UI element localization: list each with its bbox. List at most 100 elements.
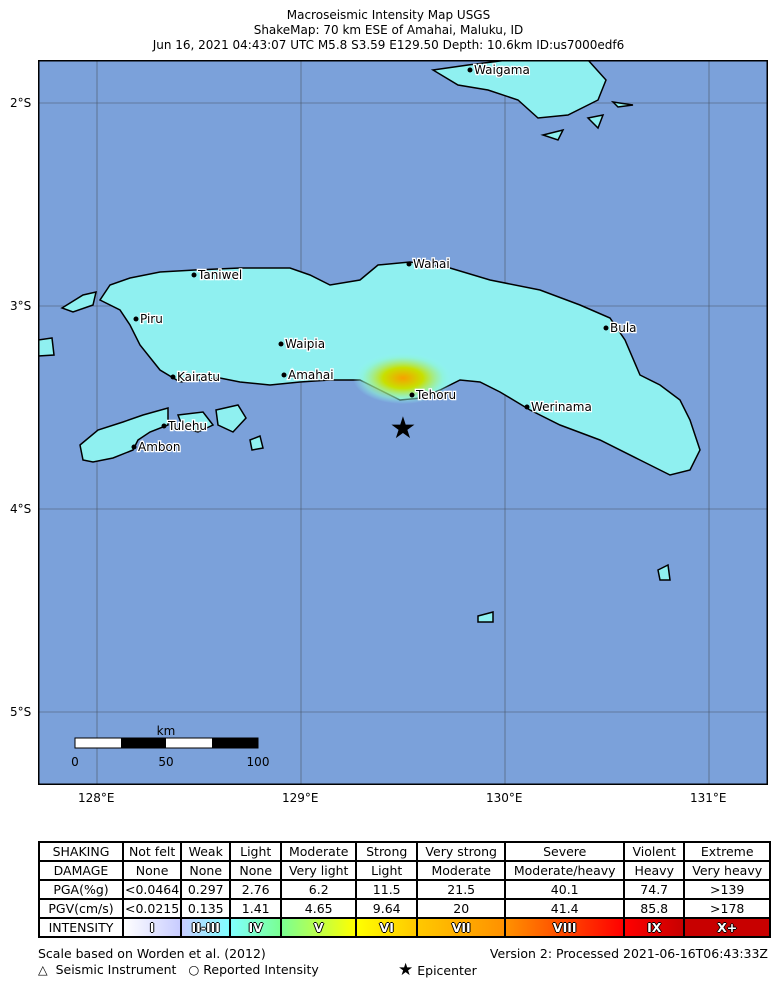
intensity-cell: VIII: [504, 917, 626, 938]
legend-cell: Light: [355, 860, 419, 881]
scale-label: 0: [71, 755, 79, 769]
city-marker: [133, 316, 139, 322]
legend-cell: Moderate: [416, 860, 507, 881]
lat-label: 5°S: [10, 705, 32, 719]
scale-label: 50: [158, 755, 173, 769]
map-subtitle: ShakeMap: 70 km ESE of Amahai, Maluku, I…: [253, 23, 524, 37]
legend-cell: <0.0464: [121, 879, 183, 900]
legend-cell: PGV(cm/s): [38, 898, 124, 919]
legend-cell: 0.297: [180, 879, 232, 900]
legend-cell: SHAKING: [38, 841, 124, 862]
legend-cell: PGA(%g): [38, 879, 124, 900]
legend-cell: DAMAGE: [38, 860, 124, 881]
legend-cell: Very strong: [416, 841, 507, 862]
lon-label: 130°E: [486, 791, 523, 805]
legend-cell: None: [180, 860, 232, 881]
city-marker: [161, 423, 167, 429]
city-label: Amahai: [288, 368, 334, 382]
city-label: Waigama: [474, 63, 530, 77]
legend-cell: 74.7: [623, 879, 686, 900]
western-islet: [60, 290, 98, 313]
city-marker: [603, 325, 609, 331]
legend-cell: 4.65: [280, 898, 358, 919]
map-title: Macroseismic Intensity Map USGS: [286, 8, 491, 22]
city-marker: [191, 272, 197, 278]
city-marker: [170, 374, 176, 380]
seismic-instrument-label: Seismic Instrument: [55, 962, 177, 977]
city-marker: [281, 372, 287, 378]
legend-cell: 2.76: [229, 879, 283, 900]
city-label: Werinama: [531, 400, 592, 414]
star-icon: ★: [398, 960, 414, 980]
intensity-cell: VII: [416, 917, 507, 938]
city-label: Taniwel: [197, 268, 242, 282]
legend-cell: <0.0215: [121, 898, 183, 919]
ambon-island: [79, 407, 169, 463]
intensity-cell: V: [280, 917, 358, 938]
scale-note: Scale based on Worden et al. (2012): [38, 946, 266, 961]
lat-label: 4°S: [10, 502, 32, 516]
circle-icon: ○: [188, 962, 200, 977]
city-label: Wahai: [413, 257, 450, 271]
legend-cell: 0.135: [180, 898, 232, 919]
city-marker: [131, 444, 137, 450]
intensity-cell: INTENSITY: [38, 917, 124, 938]
city-label: Ambon: [138, 440, 180, 454]
reported-intensity-label: Reported Intensity: [203, 962, 319, 977]
lat-label: 3°S: [10, 299, 32, 313]
legend-row: SHAKING Not felt Weak Light Moderate Strong Ve…: [38, 841, 772, 862]
legend-cell: Not felt: [121, 841, 183, 862]
intensity-row: INTENSITY I II-III IV V VI VII VIII IX X+: [38, 917, 772, 938]
lon-label: 131°E: [690, 791, 727, 805]
triangle-icon: △: [38, 962, 48, 977]
intensity-cell: VI: [355, 917, 419, 938]
city-label: Waipia: [285, 337, 325, 351]
legend-cell: Heavy: [623, 860, 686, 881]
event-info: Jun 16, 2021 04:43:07 UTC M5.8 S3.59 E12…: [152, 38, 625, 52]
legend-cell: 1.41: [229, 898, 283, 919]
legend-cell: Very light: [280, 860, 358, 881]
intensity-cell: I: [121, 917, 183, 938]
legend-cell: Severe: [504, 841, 626, 862]
version-info: Version 2: Processed 2021-06-16T06:43:33…: [489, 946, 768, 961]
legend-cell: None: [229, 860, 283, 881]
legend-cell: Violent: [623, 841, 686, 862]
city-label: Kairatu: [177, 370, 220, 384]
city-label: Tehoru: [415, 388, 456, 402]
epicenter-star-icon: ★: [390, 411, 417, 446]
intensity-cell: IX: [623, 917, 686, 938]
legend-cell: Light: [229, 841, 283, 862]
legend-cell: 9.64: [355, 898, 419, 919]
city-marker: [467, 67, 473, 73]
scale-bar: km 0 50 100: [71, 724, 269, 769]
legend-cell: >139: [683, 879, 772, 900]
intensity-cell: II-III: [180, 917, 232, 938]
city-marker: [406, 261, 412, 267]
nusalaut-islet: [249, 434, 264, 451]
city-marker: [524, 404, 530, 410]
city-label: Piru: [140, 312, 163, 326]
city-marker: [409, 392, 415, 398]
epicenter-label: Epicenter: [417, 963, 477, 978]
city-label: Tulehu: [167, 419, 207, 433]
legend-cell: >178: [683, 898, 772, 919]
scale-unit: km: [157, 724, 176, 738]
intensity-cell: X+: [683, 917, 772, 938]
legend-cell: 41.4: [504, 898, 626, 919]
lon-label: 128°E: [78, 791, 115, 805]
legend-cell: 6.2: [280, 879, 358, 900]
city-label: Bula: [610, 321, 637, 335]
haruku-islet: [176, 411, 215, 433]
boano-islet: [38, 337, 55, 357]
intensity-legend-table: SHAKING Not felt Weak Light Moderate Strong Ve…: [38, 841, 772, 938]
legend-cell: 11.5: [355, 879, 419, 900]
legend-row: PGV(cm/s) <0.0215 0.135 1.41 4.65 9.64 20 41.4 8…: [38, 898, 772, 919]
legend-cell: 85.8: [623, 898, 686, 919]
strong-shaking-area: [353, 352, 453, 404]
legend-cell: Very heavy: [683, 860, 772, 881]
legend-cell: 20: [416, 898, 507, 919]
intensity-map: Waigama Taniwel Wahai Piru Bula Waipia Kairatu…: [38, 60, 768, 785]
legend-cell: Moderate: [280, 841, 358, 862]
legend-cell: 21.5: [416, 879, 507, 900]
